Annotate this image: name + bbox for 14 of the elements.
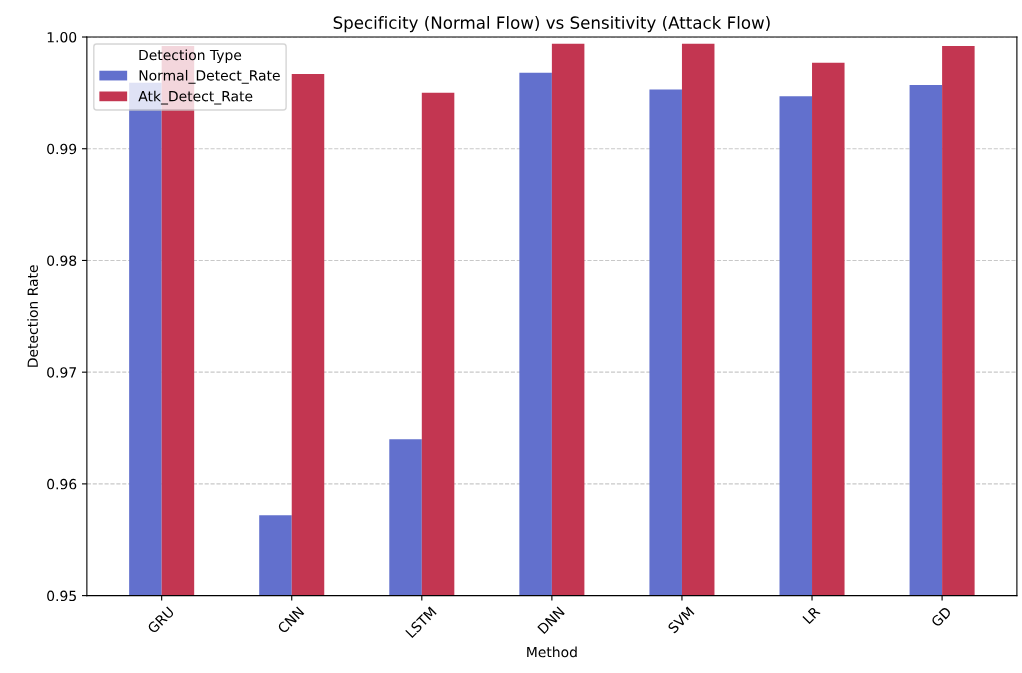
y-tick-label: 0.99 bbox=[47, 143, 77, 155]
x-tick-label: GD bbox=[930, 606, 952, 628]
legend-label: Normal_Detect_Rate bbox=[139, 69, 280, 84]
legend-title: Detection Type bbox=[139, 49, 242, 63]
chart-title: Specificity (Normal Flow) vs Sensitivity (Attack Flow) bbox=[333, 16, 770, 33]
x-axis-title: Method bbox=[527, 646, 577, 658]
x-tick-label: LR bbox=[802, 605, 821, 625]
legend-label: Atk_Detect_Rate bbox=[138, 90, 253, 105]
y-tick-label: 1.00 bbox=[47, 31, 77, 43]
y-tick-label: 0.98 bbox=[47, 255, 77, 266]
y-tick-label: 0.96 bbox=[47, 478, 77, 490]
y-tick-label: 0.95 bbox=[47, 590, 76, 602]
y-tick-label: 0.97 bbox=[47, 367, 76, 378]
y-axis-title: Detection Rate bbox=[27, 265, 38, 367]
